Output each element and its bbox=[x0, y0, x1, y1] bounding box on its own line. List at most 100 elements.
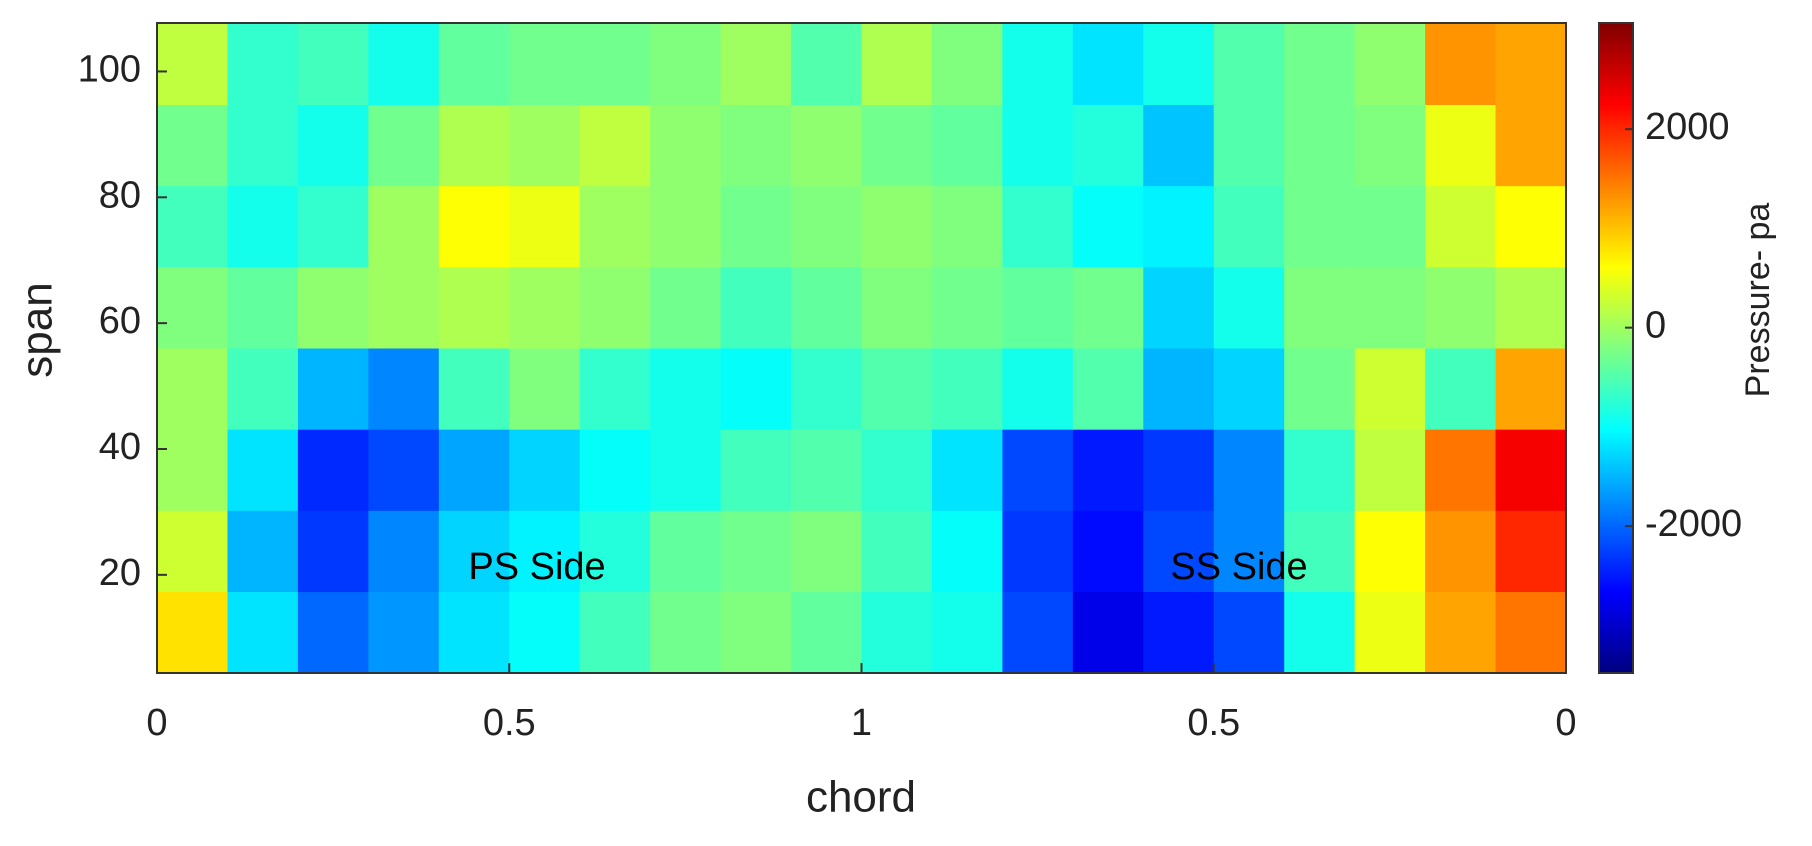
heatmap-cell bbox=[1354, 266, 1426, 349]
x-tick-label: 0 bbox=[146, 702, 167, 744]
heatmap-cell bbox=[791, 429, 862, 511]
heatmap-cell bbox=[1284, 510, 1356, 593]
heatmap-cell bbox=[1143, 185, 1215, 268]
heatmap-cell bbox=[227, 185, 299, 268]
heatmap-cell bbox=[438, 429, 510, 511]
heatmap-cell bbox=[1284, 591, 1356, 674]
annotation: PS Side bbox=[468, 546, 605, 588]
heatmap-cell bbox=[509, 510, 581, 593]
heatmap-cell bbox=[509, 429, 581, 511]
heatmap-cell bbox=[1213, 429, 1285, 511]
heatmap-cell bbox=[1495, 429, 1567, 511]
heatmap-cell bbox=[297, 104, 369, 187]
heatmap-cell bbox=[791, 23, 862, 105]
y-axis-label: span bbox=[13, 282, 62, 377]
heatmap-cell bbox=[1072, 185, 1144, 268]
heatmap-cell bbox=[368, 185, 440, 268]
heatmap-cell bbox=[1213, 266, 1285, 349]
x-tick-label: 0.5 bbox=[483, 702, 536, 744]
heatmap-cell bbox=[579, 429, 651, 511]
heatmap-cell bbox=[157, 429, 228, 511]
heatmap-cell bbox=[1002, 266, 1074, 349]
heatmap-cell bbox=[1002, 510, 1074, 593]
heatmap-cell bbox=[861, 266, 933, 349]
heatmap-cell bbox=[650, 23, 722, 105]
heatmap-cell bbox=[1425, 104, 1497, 187]
heatmap-cell bbox=[438, 185, 510, 268]
heatmap-cell bbox=[720, 591, 792, 674]
heatmap-cell bbox=[1002, 348, 1074, 430]
heatmap-cell bbox=[509, 104, 581, 187]
heatmap-cell bbox=[1072, 104, 1144, 187]
heatmap-cell bbox=[368, 104, 440, 187]
heatmap-cell bbox=[1213, 591, 1285, 674]
heatmap-cell bbox=[368, 23, 440, 105]
heatmap-cell bbox=[297, 348, 369, 430]
heatmap-cell bbox=[1143, 266, 1215, 349]
colorbar bbox=[1598, 22, 1634, 674]
colorbar-tick-label: 2000 bbox=[1645, 106, 1730, 148]
heatmap-cell bbox=[157, 348, 228, 430]
heatmap-cell bbox=[579, 185, 651, 268]
heatmap-cell bbox=[1002, 429, 1074, 511]
heatmap-cell bbox=[1072, 23, 1144, 105]
heatmap-cell bbox=[1002, 104, 1074, 187]
heatmap-cell bbox=[861, 591, 933, 674]
heatmap-cell bbox=[438, 348, 510, 430]
heatmap-cell bbox=[720, 23, 792, 105]
heatmap-cell bbox=[720, 348, 792, 430]
heatmap-cell bbox=[650, 510, 722, 593]
x-tick-label: 0 bbox=[1555, 702, 1576, 744]
heatmap-cell bbox=[1213, 185, 1285, 268]
heatmap-cell bbox=[297, 185, 369, 268]
heatmap-cell bbox=[931, 266, 1003, 349]
heatmap-cell bbox=[861, 348, 933, 430]
heatmap-cell bbox=[1425, 510, 1497, 593]
heatmap bbox=[157, 23, 1567, 674]
heatmap-cell bbox=[720, 104, 792, 187]
heatmap-cell bbox=[650, 348, 722, 430]
heatmap-cell bbox=[509, 348, 581, 430]
heatmap-cell bbox=[1143, 429, 1215, 511]
heatmap-cell bbox=[1425, 23, 1497, 105]
heatmap-cell bbox=[1213, 23, 1285, 105]
y-tick-label: 80 bbox=[99, 174, 141, 216]
heatmap-cell bbox=[509, 266, 581, 349]
heatmap-cell bbox=[157, 104, 228, 187]
heatmap-cell bbox=[157, 185, 228, 268]
heatmap-cell bbox=[1213, 104, 1285, 187]
heatmap-cell bbox=[931, 185, 1003, 268]
heatmap-cell bbox=[1002, 185, 1074, 268]
heatmap-cell bbox=[1072, 429, 1144, 511]
heatmap-cell bbox=[791, 348, 862, 430]
heatmap-cell bbox=[1354, 348, 1426, 430]
heatmap-cell bbox=[791, 266, 862, 349]
heatmap-cell bbox=[227, 23, 299, 105]
heatmap-cell bbox=[1495, 510, 1567, 593]
heatmap-cell bbox=[297, 266, 369, 349]
heatmap-cell bbox=[438, 591, 510, 674]
heatmap-cell bbox=[720, 266, 792, 349]
y-tick-label: 40 bbox=[99, 426, 141, 468]
heatmap-cell bbox=[861, 23, 933, 105]
colorbar-tick-label: 0 bbox=[1645, 305, 1666, 347]
heatmap-cell bbox=[791, 591, 862, 674]
heatmap-cell bbox=[1425, 348, 1497, 430]
y-tick-label: 60 bbox=[99, 300, 141, 342]
heatmap-cell bbox=[227, 266, 299, 349]
x-tick-label: 1 bbox=[851, 702, 872, 744]
heatmap-cell bbox=[1495, 266, 1567, 349]
heatmap-cell bbox=[579, 510, 651, 593]
heatmap-cell bbox=[579, 591, 651, 674]
heatmap-cell bbox=[368, 429, 440, 511]
heatmap-cell bbox=[1354, 23, 1426, 105]
heatmap-cell bbox=[1284, 266, 1356, 349]
heatmap-cell bbox=[368, 266, 440, 349]
heatmap-cell bbox=[227, 591, 299, 674]
heatmap-cell bbox=[157, 510, 228, 593]
heatmap-cell bbox=[931, 104, 1003, 187]
heatmap-cell bbox=[509, 23, 581, 105]
heatmap-cell bbox=[579, 348, 651, 430]
heatmap-cell bbox=[861, 429, 933, 511]
heatmap-cell bbox=[1495, 348, 1567, 430]
